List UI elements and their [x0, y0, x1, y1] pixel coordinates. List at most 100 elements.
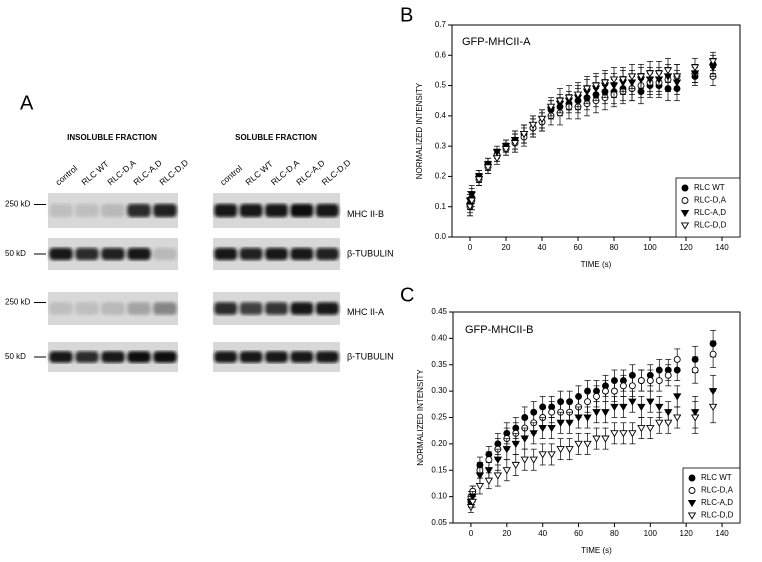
- band: [239, 351, 263, 363]
- legend-label: RLC-D,A: [701, 486, 734, 495]
- point: [646, 425, 655, 433]
- point: [510, 140, 520, 148]
- point: [583, 440, 592, 448]
- band: [315, 302, 339, 315]
- point: [501, 146, 511, 154]
- point: [584, 398, 591, 406]
- band: [290, 302, 314, 315]
- y-tick-label: 0.4: [435, 111, 447, 120]
- legend-marker: [687, 512, 697, 520]
- band: [75, 203, 99, 218]
- point: [547, 425, 556, 433]
- point: [602, 387, 609, 395]
- band: [49, 351, 73, 363]
- band: [290, 203, 314, 218]
- y-tick-label: 0.30: [431, 386, 447, 395]
- legend-label: RLC WT: [701, 473, 732, 482]
- point: [628, 382, 636, 390]
- band: [239, 247, 263, 261]
- lane-label: control: [218, 163, 244, 187]
- group-title: SOLUBLE FRACTION: [235, 133, 317, 142]
- legend-label: RLC-D,D: [701, 511, 734, 520]
- band: [49, 203, 73, 218]
- point: [475, 472, 485, 480]
- point: [564, 94, 574, 102]
- point: [485, 456, 493, 464]
- point: [673, 414, 682, 422]
- band: [214, 203, 238, 218]
- legend-marker: [688, 487, 696, 494]
- panel-label: A: [20, 92, 34, 114]
- point: [673, 393, 682, 401]
- legend-marker: [681, 184, 689, 192]
- point: [627, 73, 637, 81]
- x-tick-label: 20: [502, 529, 511, 538]
- point: [528, 121, 538, 130]
- point: [664, 371, 672, 379]
- band: [315, 247, 339, 261]
- point: [582, 85, 592, 93]
- x-tick-label: 100: [643, 243, 657, 252]
- point: [467, 197, 476, 205]
- legend-label: RLC-A,D: [694, 208, 726, 217]
- lane-label: RLC WT: [79, 159, 110, 188]
- point: [565, 446, 574, 454]
- point: [493, 456, 503, 464]
- point: [548, 408, 556, 416]
- legend-marker: [681, 197, 689, 204]
- panel-label: C: [400, 284, 414, 306]
- x-tick-label: 140: [715, 243, 729, 252]
- point: [601, 409, 610, 417]
- point: [520, 456, 529, 464]
- point: [708, 58, 718, 66]
- size-marker: 250 kD: [5, 298, 31, 307]
- x-tick-label: 100: [644, 529, 658, 538]
- protein-label: β-TUBULIN: [347, 351, 394, 361]
- point: [709, 350, 717, 358]
- chart-title: GFP-MHCII-A: [462, 36, 531, 48]
- band: [101, 247, 125, 261]
- point: [574, 440, 583, 448]
- band: [127, 247, 151, 261]
- band: [290, 247, 314, 261]
- band: [265, 351, 288, 363]
- point: [511, 461, 520, 470]
- point: [619, 382, 627, 390]
- x-tick-label: 40: [538, 243, 547, 252]
- point: [529, 456, 538, 464]
- point: [654, 70, 664, 78]
- point: [483, 164, 493, 172]
- point: [556, 419, 565, 427]
- point: [672, 73, 682, 81]
- band: [75, 302, 99, 315]
- point: [708, 403, 718, 412]
- point: [637, 403, 646, 412]
- band: [101, 302, 125, 315]
- legend-marker: [680, 209, 690, 218]
- point: [511, 440, 520, 448]
- point: [690, 414, 700, 422]
- legend-label: RLC-A,D: [701, 498, 733, 507]
- y-tick-label: 0.20: [431, 439, 447, 448]
- y-tick-label: 0.05: [431, 518, 447, 527]
- point: [519, 130, 529, 139]
- point: [637, 377, 645, 385]
- band: [239, 203, 263, 218]
- point: [645, 70, 655, 78]
- x-tick-label: 120: [679, 243, 693, 252]
- band: [214, 247, 238, 261]
- point: [538, 451, 547, 459]
- point: [502, 467, 511, 475]
- y-tick-label: 0.15: [431, 465, 447, 474]
- band: [153, 247, 177, 261]
- band: [75, 351, 99, 363]
- lane-label: RLC-D,D: [320, 157, 353, 187]
- legend-marker: [688, 474, 696, 482]
- point: [655, 377, 663, 385]
- y-tick-label: 0.2: [435, 172, 447, 181]
- x-tick-label: 140: [715, 529, 729, 538]
- point: [537, 115, 547, 123]
- point: [520, 435, 529, 443]
- point: [468, 498, 477, 506]
- x-tick-label: 60: [574, 243, 583, 252]
